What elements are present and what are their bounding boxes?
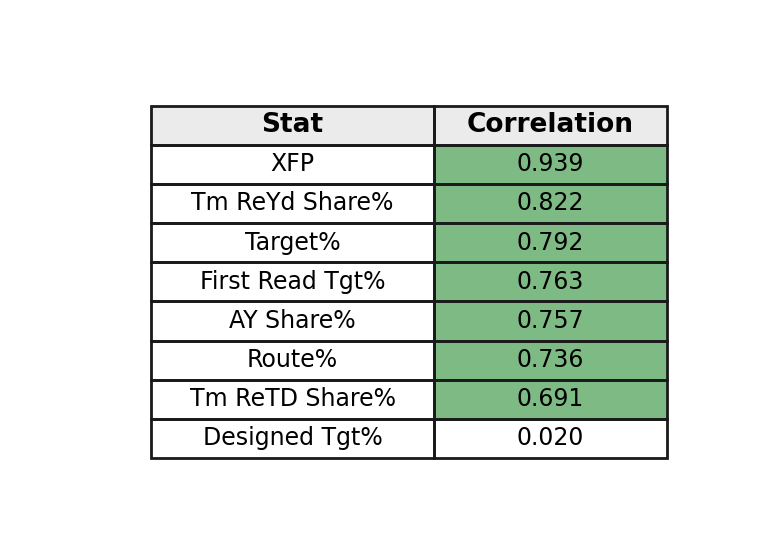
Bar	[151, 419, 434, 458]
Text: 0.736: 0.736	[517, 348, 584, 372]
Text: Target%: Target%	[245, 230, 341, 254]
Bar	[151, 419, 434, 458]
Bar	[434, 301, 666, 340]
Bar	[434, 223, 666, 262]
Bar	[434, 105, 666, 145]
Bar	[434, 105, 666, 145]
Bar	[434, 223, 666, 262]
Bar	[151, 379, 434, 419]
Text: AY Share%: AY Share%	[229, 309, 356, 333]
Text: Correlation: Correlation	[467, 112, 634, 138]
Bar	[151, 301, 434, 340]
Text: 0.822: 0.822	[517, 191, 584, 215]
Text: Designed Tgt%: Designed Tgt%	[203, 426, 382, 450]
Bar	[434, 419, 666, 458]
Bar	[151, 223, 434, 262]
Text: First Read Tgt%: First Read Tgt%	[200, 270, 385, 294]
Bar	[434, 262, 666, 301]
Bar	[151, 145, 434, 184]
Text: 0.691: 0.691	[517, 387, 584, 411]
Bar	[434, 340, 666, 379]
Bar	[434, 184, 666, 223]
Bar	[151, 145, 434, 184]
Text: 0.020: 0.020	[517, 426, 584, 450]
Bar	[151, 223, 434, 262]
Bar	[434, 184, 666, 223]
Bar	[151, 262, 434, 301]
Bar	[151, 340, 434, 379]
Bar	[434, 262, 666, 301]
Text: Route%: Route%	[247, 348, 338, 372]
Text: Stat: Stat	[262, 112, 324, 138]
Text: XFP: XFP	[271, 152, 314, 176]
Bar	[151, 262, 434, 301]
Bar	[151, 301, 434, 340]
Text: 0.757: 0.757	[517, 309, 584, 333]
Text: 0.763: 0.763	[517, 270, 584, 294]
Bar	[434, 379, 666, 419]
Bar	[434, 301, 666, 340]
Bar	[434, 145, 666, 184]
Bar	[434, 340, 666, 379]
Bar	[434, 379, 666, 419]
Bar	[434, 419, 666, 458]
Bar	[151, 379, 434, 419]
Text: 0.792: 0.792	[517, 230, 584, 254]
Text: Tm ReTD Share%: Tm ReTD Share%	[190, 387, 396, 411]
Text: Tm ReYd Share%: Tm ReYd Share%	[191, 191, 394, 215]
Bar	[151, 184, 434, 223]
Text: 0.939: 0.939	[517, 152, 584, 176]
Bar	[151, 340, 434, 379]
Bar	[151, 105, 434, 145]
Bar	[151, 184, 434, 223]
Bar	[151, 105, 434, 145]
Bar	[434, 145, 666, 184]
